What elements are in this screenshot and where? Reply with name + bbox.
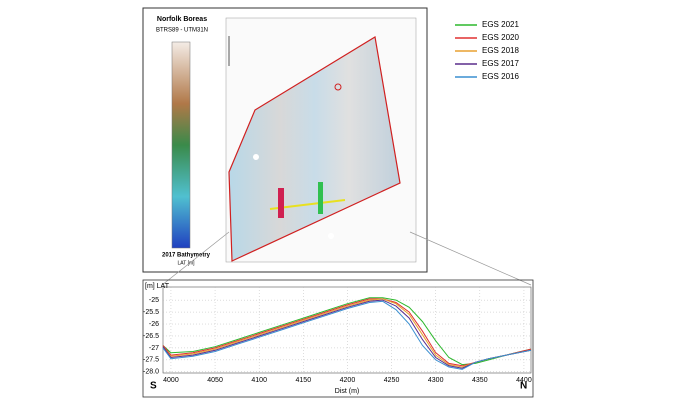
x-tick-label: 4050 — [207, 377, 223, 384]
data-line — [162, 298, 532, 367]
legend-label: EGS 2020 — [482, 33, 519, 42]
y-tick-label: -27.5 — [143, 357, 159, 364]
x-tick-label: 4200 — [340, 377, 356, 384]
legend-label: EGS 2018 — [482, 46, 519, 55]
map-title: Norfolk Boreas — [157, 16, 207, 23]
chart-frame — [142, 279, 534, 398]
x-tick-label: 4000 — [163, 377, 179, 384]
y-tick-label: -28.0 — [143, 369, 159, 376]
connector — [161, 231, 230, 286]
map-crs: BTRS89 - UTM31N — [156, 28, 208, 34]
y-tick-label: -26 — [149, 321, 159, 328]
plot-area — [162, 286, 532, 374]
y-axis-label: [m] LAT — [145, 283, 170, 290]
x-tick-label: 4250 — [384, 377, 400, 384]
connector — [409, 231, 532, 286]
x-tick-label: 4150 — [296, 377, 312, 384]
x-tick-label: 4350 — [472, 377, 488, 384]
legend-label: EGS 2017 — [482, 59, 519, 68]
direction-label: S — [150, 381, 157, 392]
colorbar-unit: LAT [m] — [177, 260, 195, 266]
x-tick-label: 4100 — [251, 377, 267, 384]
y-tick-label: -25.5 — [143, 309, 159, 316]
x-tick-label: 4300 — [428, 377, 444, 384]
colorbar-title: 2017 Bathymetry — [162, 253, 211, 259]
map-panel: Norfolk Boreas BTRS89 - UTM31N 2017 Bath… — [142, 7, 428, 273]
y-tick-label: -26.5 — [143, 333, 159, 340]
y-tick-label: -25 — [149, 297, 159, 304]
legend-label: EGS 2021 — [482, 20, 519, 29]
y-tick-label: -27 — [149, 345, 159, 352]
data-line — [162, 299, 532, 369]
legend-label: EGS 2016 — [482, 72, 519, 81]
x-axis-label: Dist (m) — [335, 388, 360, 395]
data-line — [162, 300, 532, 370]
data-line — [162, 298, 532, 368]
direction-label: N — [520, 381, 527, 392]
x-tick-label: 4400 — [516, 377, 532, 384]
